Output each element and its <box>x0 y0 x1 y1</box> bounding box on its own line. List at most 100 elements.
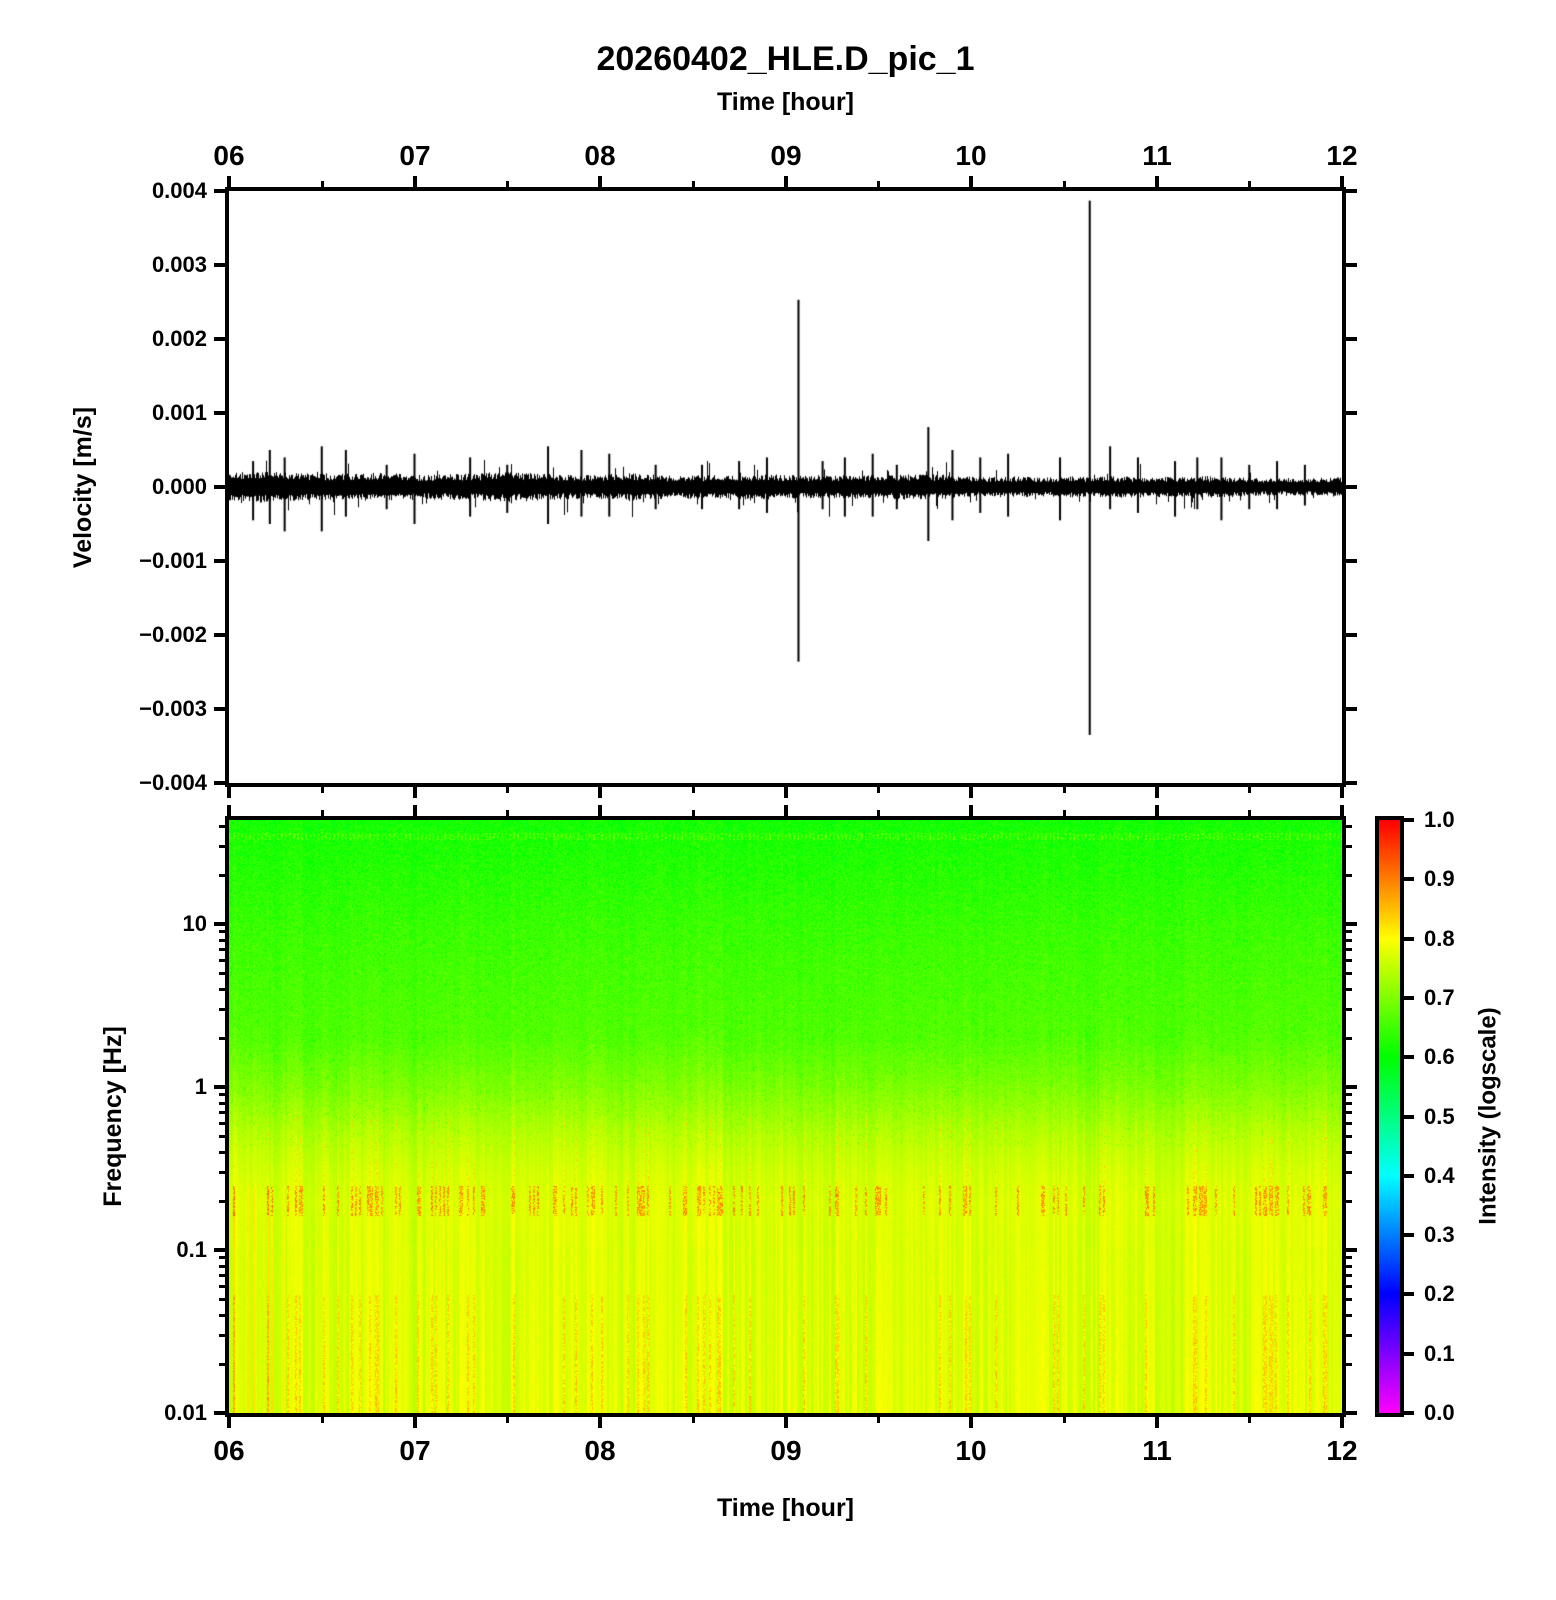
axis-tick-mark <box>214 633 225 637</box>
axis-tick-mark <box>1346 1008 1352 1011</box>
axis-tick-mark <box>969 1417 973 1428</box>
axis-tick-mark <box>219 1314 225 1317</box>
axis-tick-mark <box>1404 1292 1414 1296</box>
spectrogram-ytick-label: 0.01 <box>164 1400 207 1425</box>
axis-tick-mark <box>321 787 324 793</box>
colorbar-tick-label: 1.0 <box>1424 807 1455 832</box>
axis-tick-mark <box>1340 787 1344 798</box>
axis-tick-mark <box>1346 189 1357 193</box>
axis-tick-mark <box>219 959 225 962</box>
axis-tick-mark <box>506 181 509 187</box>
spectrogram-heatmap-canvas <box>229 820 1342 1413</box>
bottom-axis-tick-label: 12 <box>1326 1435 1358 1466</box>
axis-tick-mark <box>413 805 417 816</box>
colorbar-frame <box>1375 816 1404 1417</box>
waveform-ytick-label: −0.003 <box>139 696 207 721</box>
axis-tick-mark <box>1346 874 1352 877</box>
axis-tick-mark <box>413 1417 417 1428</box>
axis-tick-mark <box>214 781 225 785</box>
colorbar-tick-label: 0.1 <box>1424 1341 1455 1366</box>
axis-tick-mark <box>219 1037 225 1040</box>
axis-tick-mark <box>219 939 225 942</box>
figure-title: 20260402_HLE.D_pic_1 <box>596 40 975 78</box>
top-axis-tick-label: 10 <box>955 140 987 171</box>
top-axis-tick-label: 11 <box>1142 140 1172 171</box>
bottom-axis-tick-label: 06 <box>213 1435 245 1466</box>
axis-tick-mark <box>214 1411 225 1415</box>
axis-tick-mark <box>1340 176 1344 187</box>
axis-tick-mark <box>214 337 225 341</box>
axis-tick-mark <box>1346 1285 1352 1288</box>
axis-tick-mark <box>1346 1093 1352 1096</box>
axis-tick-mark <box>214 707 225 711</box>
bottom-axis-tick-label: 10 <box>955 1435 987 1466</box>
axis-tick-mark <box>219 1171 225 1174</box>
axis-tick-mark <box>1346 263 1357 267</box>
axis-tick-mark <box>692 787 695 793</box>
bottom-axis-tick-label: 11 <box>1142 1435 1172 1466</box>
axis-tick-mark <box>214 485 225 489</box>
axis-tick-mark <box>227 787 231 798</box>
axis-tick-mark <box>214 189 225 193</box>
axis-tick-mark <box>784 176 788 187</box>
axis-tick-mark <box>1346 1171 1352 1174</box>
colorbar-tick-label: 0.5 <box>1424 1104 1455 1129</box>
axis-tick-mark <box>1063 810 1066 816</box>
axis-tick-mark <box>1155 176 1159 187</box>
axis-tick-mark <box>214 1085 225 1089</box>
colorbar-tick-label: 0.8 <box>1424 926 1455 951</box>
axis-tick-mark <box>219 825 225 828</box>
colorbar-gradient-canvas <box>1379 820 1400 1413</box>
axis-tick-mark <box>877 787 880 793</box>
axis-tick-mark <box>219 1285 225 1288</box>
axis-tick-mark <box>784 787 788 798</box>
axis-tick-mark <box>219 1265 225 1268</box>
axis-tick-mark <box>1346 1411 1357 1415</box>
colorbar-tick-label: 0.0 <box>1424 1400 1455 1425</box>
axis-tick-mark <box>214 411 225 415</box>
waveform-ytick-label: 0.003 <box>151 252 207 277</box>
axis-tick-mark <box>219 1151 225 1154</box>
axis-tick-mark <box>506 1417 509 1423</box>
axis-tick-mark <box>969 805 973 816</box>
colorbar-tick-label: 0.3 <box>1424 1222 1455 1247</box>
axis-tick-mark <box>219 1102 225 1105</box>
axis-tick-mark <box>219 988 225 991</box>
axis-tick-mark <box>227 805 231 816</box>
colorbar-tick-label: 0.6 <box>1424 1044 1455 1069</box>
axis-tick-mark <box>219 930 225 933</box>
axis-tick-mark <box>598 805 602 816</box>
axis-tick-mark <box>1346 1122 1352 1125</box>
axis-tick-mark <box>1155 787 1159 798</box>
axis-tick-mark <box>321 181 324 187</box>
axis-tick-mark <box>1404 877 1414 881</box>
waveform-ytick-label: −0.002 <box>139 622 207 647</box>
top-axis-tick-label: 12 <box>1326 140 1358 171</box>
axis-tick-mark <box>1346 1334 1352 1337</box>
axis-tick-mark <box>219 1135 225 1138</box>
axis-tick-mark <box>1346 1111 1352 1114</box>
spectrogram-ytick-label: 1 <box>194 1074 207 1099</box>
bottom-axis-tick-label: 08 <box>584 1435 616 1466</box>
axis-tick-mark <box>219 845 225 848</box>
axis-tick-mark <box>219 1200 225 1203</box>
axis-tick-mark <box>219 1122 225 1125</box>
bottom-axis-tick-label: 07 <box>399 1435 431 1466</box>
axis-tick-mark <box>1404 1411 1414 1415</box>
axis-tick-mark <box>219 1298 225 1301</box>
axis-tick-mark <box>1346 633 1357 637</box>
axis-tick-mark <box>1404 996 1414 1000</box>
waveform-ytick-label: −0.001 <box>139 548 207 573</box>
bottom-axis-tick-label: 09 <box>770 1435 802 1466</box>
axis-tick-mark <box>1248 1417 1251 1423</box>
axis-tick-mark <box>1404 1174 1414 1178</box>
axis-tick-mark <box>214 559 225 563</box>
axis-tick-mark <box>1346 1298 1352 1301</box>
waveform-y-axis-title: Velocity [m/s] <box>0 406 234 567</box>
axis-tick-mark <box>1346 1256 1352 1259</box>
axis-tick-mark <box>1346 1037 1352 1040</box>
axis-tick-mark <box>321 810 324 816</box>
axis-tick-mark <box>1346 411 1357 415</box>
axis-tick-mark <box>219 948 225 951</box>
